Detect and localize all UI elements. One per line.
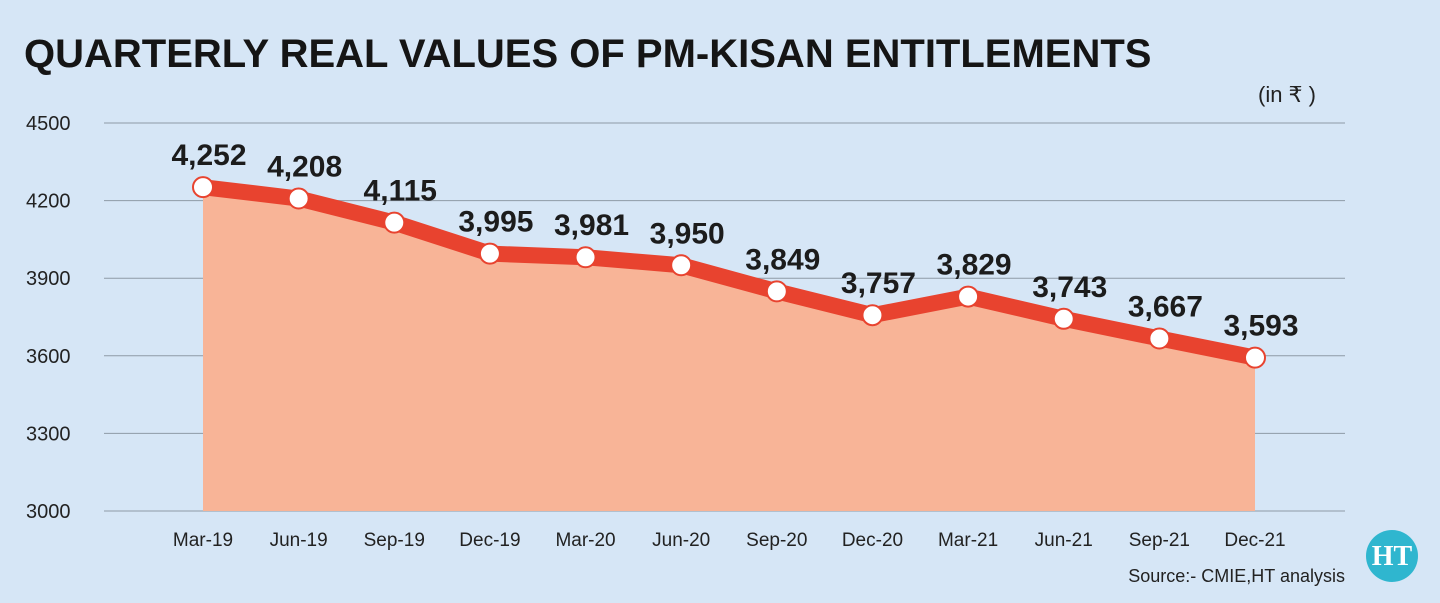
data-point: [765, 280, 788, 303]
y-tick-label: 3900: [26, 268, 71, 290]
data-label: 3,829: [937, 249, 1012, 282]
x-tick-label: Jun-21: [1035, 530, 1093, 551]
ht-logo: HT: [1366, 530, 1418, 582]
x-tick-label: Jun-19: [270, 530, 328, 551]
data-point: [1148, 327, 1171, 350]
x-tick-label: Dec-19: [459, 530, 520, 551]
y-tick-label: 3000: [26, 501, 71, 523]
logo-text: HT: [1372, 541, 1413, 572]
data-label: 3,950: [650, 217, 725, 250]
line-layer: [202, 179, 1257, 366]
chart-title: QUARTERLY REAL VALUES OF PM-KISAN ENTITL…: [24, 32, 1151, 76]
marker-layer: [192, 176, 1266, 369]
area-fill: [203, 187, 1255, 511]
unit-label: (in ₹ ): [1258, 82, 1316, 107]
data-point: [861, 304, 884, 327]
data-label: 3,667: [1128, 290, 1203, 323]
y-tick-label: 4500: [26, 113, 71, 135]
x-tick-label: Jun-20: [652, 530, 710, 551]
data-label: 4,115: [364, 175, 437, 208]
data-point: [957, 285, 980, 308]
y-axis-ticks: 4500 4200 3900 3600 3300 3000: [26, 113, 71, 523]
data-label: 3,593: [1223, 310, 1298, 343]
x-tick-label: Dec-20: [842, 530, 903, 551]
data-label: 4,252: [171, 139, 246, 172]
data-label: 3,743: [1032, 271, 1107, 304]
series-line: [202, 179, 1257, 366]
data-label: 3,757: [841, 267, 916, 300]
data-point: [383, 211, 406, 234]
x-axis-ticks: Mar-19 Jun-19 Sep-19 Dec-19 Mar-20 Jun-20 Sep-…: [173, 530, 1286, 551]
logo-circle: [1366, 530, 1418, 582]
x-tick-label: Dec-21: [1224, 530, 1285, 551]
data-label: 4,208: [267, 151, 342, 184]
data-label: 3,981: [554, 209, 629, 242]
data-label: 3,995: [458, 206, 533, 239]
data-label: 3,849: [745, 243, 820, 276]
data-point: [478, 242, 501, 265]
data-point: [670, 254, 693, 277]
data-point: [287, 187, 310, 210]
source-note: Source:- CMIE,HT analysis: [1128, 566, 1345, 586]
data-point: [574, 246, 597, 269]
x-tick-label: Mar-21: [938, 530, 998, 551]
x-tick-label: Sep-19: [364, 530, 425, 551]
x-tick-label: Mar-19: [173, 530, 233, 551]
data-labels: 4,252 4,208 4,115 3,995 3,981 3,950 3,849 3,757…: [171, 139, 1298, 342]
data-point: [1244, 346, 1266, 369]
y-tick-label: 3300: [26, 423, 71, 445]
y-tick-label: 3600: [26, 346, 71, 368]
data-point: [1052, 307, 1075, 330]
data-point: [192, 176, 214, 199]
y-tick-label: 4200: [26, 191, 71, 213]
area-layer: [203, 187, 1255, 511]
x-tick-label: Mar-20: [555, 530, 615, 551]
x-tick-label: Sep-21: [1129, 530, 1190, 551]
x-tick-label: Sep-20: [746, 530, 807, 551]
